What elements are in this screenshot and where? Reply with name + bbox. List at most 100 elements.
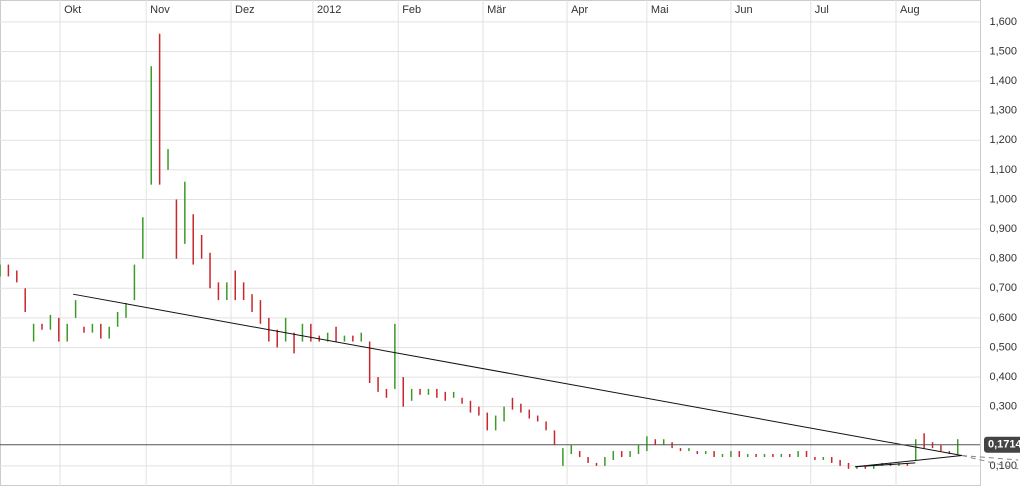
- price-bar: [436, 388, 438, 398]
- price-bar: [24, 288, 26, 312]
- price-bar: [872, 465, 875, 469]
- price-bar: [906, 462, 909, 466]
- price-bar: [410, 388, 413, 401]
- price-bar: [662, 439, 665, 446]
- price-bar: [91, 323, 94, 333]
- price-bar: [612, 451, 615, 460]
- price-bar: [461, 397, 463, 404]
- y-tick-label: 0,600: [989, 312, 1017, 324]
- price-bar: [948, 451, 951, 455]
- price-bar: [184, 181, 186, 244]
- price-bar: [696, 451, 699, 455]
- price-bar: [679, 448, 682, 452]
- price-bar: [16, 270, 18, 283]
- price-bar: [284, 317, 287, 342]
- price-bar: [32, 323, 35, 342]
- price-bar: [142, 217, 144, 259]
- price-bar: [805, 451, 808, 457]
- x-tick-label: Jun: [735, 4, 753, 16]
- price-bar: [335, 326, 337, 342]
- y-tick-label: 0,800: [989, 253, 1017, 265]
- price-bar: [864, 465, 867, 469]
- y-tick-label: 0,100: [989, 460, 1017, 472]
- y-tick-label: 1,200: [989, 134, 1017, 146]
- price-bar: [343, 335, 346, 342]
- price-bar: [570, 445, 573, 455]
- price-bar: [528, 409, 531, 419]
- price-bar: [352, 335, 354, 342]
- y-tick-label: 0,900: [989, 223, 1017, 235]
- price-bar: [175, 199, 178, 259]
- price-bar: [520, 403, 522, 413]
- price-bar: [620, 451, 623, 457]
- y-tick-label: 0,700: [989, 282, 1017, 294]
- price-bar: [704, 451, 707, 455]
- price-bar: [713, 451, 715, 457]
- price-bar: [746, 454, 749, 457]
- price-bar: [167, 149, 169, 170]
- y-tick-label: 1,600: [989, 16, 1017, 28]
- price-bar: [856, 465, 858, 469]
- price-bar: [234, 270, 236, 301]
- price-bar: [956, 439, 959, 455]
- price-bar: [217, 282, 220, 301]
- price-bar: [646, 436, 648, 452]
- price-bar: [192, 214, 194, 265]
- price-bar: [562, 448, 564, 466]
- trend-line: [961, 455, 1019, 461]
- y-tick-label: 1,100: [989, 164, 1017, 176]
- x-tick-label: Nov: [150, 4, 170, 16]
- price-bar: [7, 264, 10, 277]
- price-bar: [259, 300, 262, 324]
- trend-line: [855, 462, 916, 468]
- price-bar: [150, 66, 152, 185]
- price-bar: [822, 456, 825, 460]
- price-bar: [377, 377, 379, 392]
- price-bar: [368, 341, 371, 383]
- price-bar: [251, 294, 253, 312]
- price-bar: [578, 451, 581, 457]
- price-bar: [242, 282, 245, 301]
- trend-line: [73, 293, 963, 457]
- price-bar: [595, 462, 598, 466]
- price-bar: [310, 323, 312, 342]
- price-bar: [66, 323, 68, 342]
- price-bar: [553, 430, 556, 446]
- price-bar: [688, 448, 690, 452]
- price-bar: [763, 454, 766, 457]
- price-bar: [839, 459, 841, 466]
- price-bar: [637, 445, 640, 455]
- x-tick-label: Mai: [651, 4, 669, 16]
- price-bar: [293, 332, 295, 354]
- price-bar: [301, 323, 304, 342]
- price-bar: [629, 451, 631, 457]
- price-bar: [116, 311, 119, 327]
- price-bar: [486, 412, 489, 431]
- price-bar: [444, 391, 447, 401]
- price-bar: [394, 323, 396, 389]
- trend-line: [961, 455, 1019, 470]
- price-bar: [797, 451, 799, 457]
- price-bar: [494, 415, 497, 431]
- price-bar: [503, 406, 505, 422]
- price-bar: [772, 454, 774, 457]
- price-bar: [721, 454, 724, 457]
- price-bar: [536, 415, 539, 422]
- y-tick-label: 0,500: [989, 341, 1017, 353]
- price-bar: [511, 397, 514, 410]
- price-bar: [814, 456, 816, 460]
- price-bar: [74, 300, 77, 318]
- x-tick-label: Aug: [900, 4, 920, 16]
- price-bar: [914, 439, 917, 460]
- price-bar: [940, 445, 942, 452]
- x-tick-label: Dez: [235, 4, 255, 16]
- price-bar: [830, 456, 833, 463]
- price-bar: [788, 454, 791, 457]
- price-bar: [83, 326, 85, 333]
- x-tick-label: Okt: [64, 4, 81, 16]
- price-bar: [209, 252, 211, 289]
- y-tick-label: 0,400: [989, 371, 1017, 383]
- y-tick-label: 1,400: [989, 75, 1017, 87]
- price-bar: [755, 454, 757, 457]
